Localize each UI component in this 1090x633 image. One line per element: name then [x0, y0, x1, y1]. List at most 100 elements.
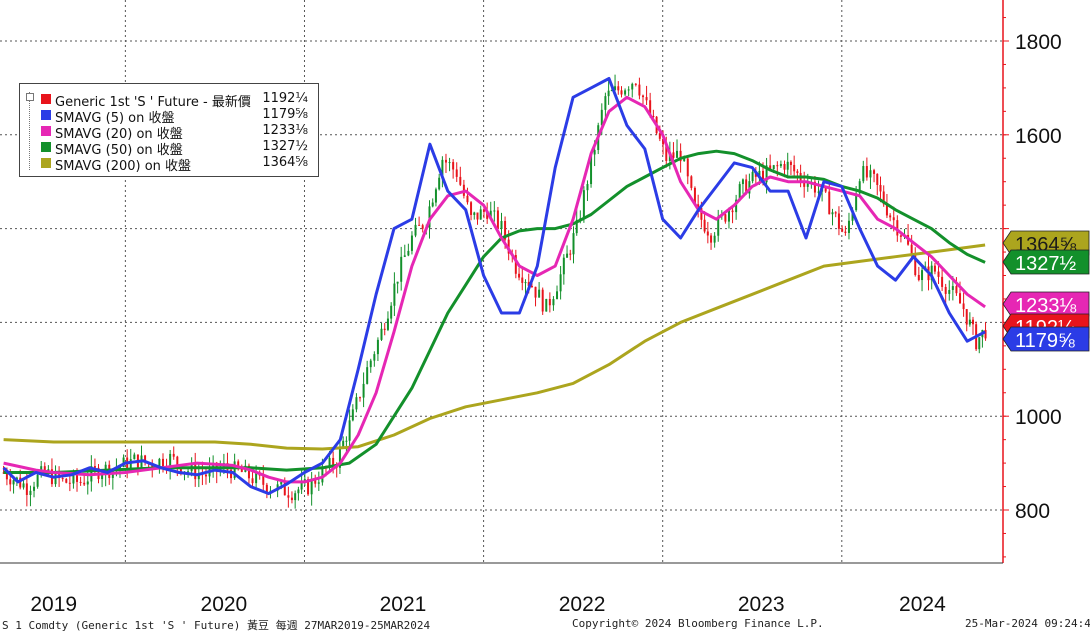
price-candle-body — [634, 83, 637, 85]
price-candle-body — [582, 190, 585, 219]
price-candle-body — [332, 457, 335, 467]
price-candle-body — [769, 165, 772, 170]
price-candle-body — [941, 276, 944, 287]
price-candle-body — [86, 481, 89, 485]
price-candle-body — [745, 179, 748, 194]
y-axis: 800 1000 1600 1800 — [1002, 0, 1062, 563]
price-candle-body — [869, 170, 872, 178]
price-candle-body — [58, 470, 61, 479]
price-candle-body — [971, 319, 974, 325]
price-candle-body — [559, 274, 562, 292]
price-candle-body — [803, 180, 806, 187]
price-candle-body — [876, 173, 879, 186]
price-candle-body — [593, 150, 596, 155]
price-candle-body — [448, 162, 451, 164]
price-candle-body — [351, 409, 354, 421]
legend-name: SMAVG (50) on 收盤 — [55, 143, 183, 158]
price-candle-body — [317, 482, 320, 484]
legend-value: 1364⅝ — [262, 155, 308, 170]
x-tick-label: 2021 — [380, 593, 427, 616]
price-candle-body — [889, 215, 892, 218]
price-candle-body — [19, 477, 22, 488]
price-candle-body — [119, 466, 122, 469]
price-candle-body — [122, 457, 125, 467]
price-candle-body — [383, 328, 386, 330]
smavg-5-line — [2, 77, 986, 496]
legend-tree-line — [29, 92, 31, 170]
price-candle-body — [362, 383, 365, 398]
price-candle-body — [978, 337, 981, 350]
price-candle-body — [649, 100, 652, 117]
price-candle-body — [855, 193, 858, 211]
price-candle-body — [518, 273, 521, 278]
price-candle-body — [396, 281, 399, 284]
price-candle-body — [600, 109, 603, 126]
price-candle-body — [366, 367, 369, 384]
price-candle-body — [496, 210, 499, 229]
price-candle-body — [899, 235, 902, 237]
price-candle-body — [438, 177, 441, 190]
price-candle-body — [444, 159, 447, 163]
price-candle-body — [676, 150, 679, 158]
legend-name: SMAVG (5) on 收盤 — [55, 111, 175, 126]
price-candle-body — [521, 277, 524, 283]
legend-value: 1192¼ — [262, 91, 308, 106]
moving-average-lines — [2, 77, 986, 496]
price-candle-body — [486, 211, 489, 219]
price-candle-body — [948, 289, 951, 294]
price-candle-body — [169, 453, 172, 469]
price-candle-body — [569, 253, 572, 255]
price-candle-body — [530, 286, 533, 288]
price-candle-body — [493, 210, 496, 212]
legend-entry-smavg-5: SMAVG (5) on 收盤 1179⅝ — [20, 107, 318, 126]
price-candle-body — [393, 283, 396, 306]
price-candle-body — [614, 86, 617, 91]
price-candle-body — [247, 465, 250, 479]
price-candle-body — [479, 209, 482, 220]
price-candle-body — [345, 440, 348, 442]
price-candle-body — [194, 463, 197, 480]
price-candle-body — [697, 204, 700, 209]
collapse-icon[interactable] — [26, 93, 34, 101]
price-candle-body — [187, 471, 190, 473]
price-candle-body — [466, 195, 469, 203]
price-candle-body — [489, 210, 492, 219]
price-candle-body — [575, 219, 578, 234]
price-candle-body — [731, 210, 734, 213]
price-candle-body — [631, 83, 634, 90]
price-candle-body — [690, 176, 693, 188]
price-candle-body — [500, 220, 503, 229]
price-candle-body — [414, 224, 417, 236]
price-candle-body — [917, 274, 920, 281]
price-candle-body — [233, 461, 236, 479]
price-candle-body — [380, 328, 383, 340]
price-candle-body — [679, 150, 682, 162]
y-tick-label: 1800 — [1015, 31, 1062, 54]
price-candle-body — [527, 282, 530, 287]
price-candle-body — [828, 191, 831, 215]
price-candle-body — [158, 458, 161, 469]
x-tick-label: 2020 — [201, 593, 248, 616]
price-candle-body — [9, 479, 12, 485]
price-candle-body — [473, 212, 476, 215]
price-candle-body — [482, 209, 485, 212]
price-candle-body — [959, 293, 962, 304]
price-candle-body — [727, 210, 730, 222]
price-candle-body — [65, 478, 68, 483]
price-candle-body — [514, 255, 517, 274]
price-candle-body — [504, 220, 507, 240]
price-candle-body — [455, 169, 458, 177]
right-label: 1233⅛ — [1002, 291, 1090, 317]
x-tick-label: 2022 — [559, 593, 606, 616]
legend-swatch — [41, 110, 51, 120]
price-candle-body — [761, 170, 764, 183]
price-candle-body — [297, 489, 300, 494]
price-candle-body — [738, 184, 741, 200]
price-candle-body — [937, 271, 940, 277]
right-label: 1327½ — [1002, 249, 1090, 275]
price-candle-body — [879, 185, 882, 192]
price-candle-body — [390, 305, 393, 319]
price-candle-body — [76, 473, 79, 482]
price-candle-body — [865, 166, 868, 178]
